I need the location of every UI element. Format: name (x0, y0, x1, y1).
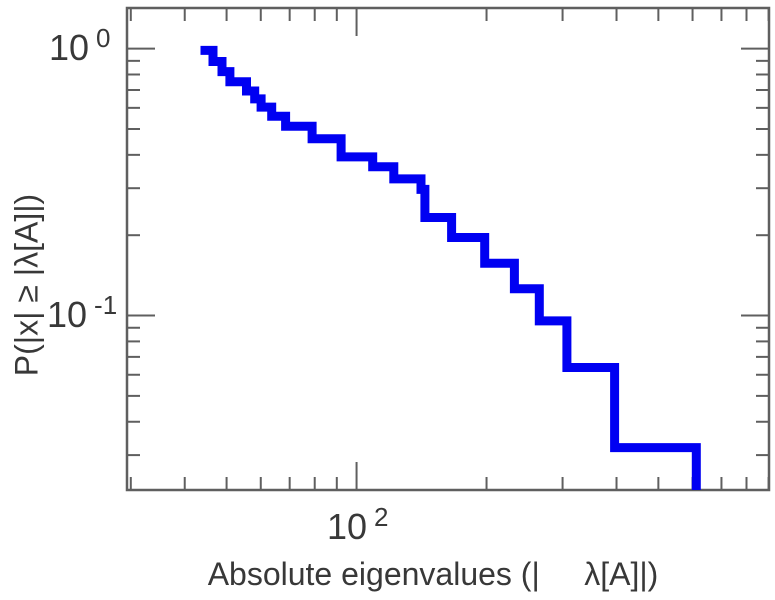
y-axis-tick-label-1: 10 0 (49, 23, 111, 69)
tick-exponent: 0 (96, 23, 111, 53)
ccdf-step-curve (200, 45, 701, 490)
x-axis-title: Absolute eigenvalues (| λ[A]|) (207, 556, 659, 592)
plot-frame (125, 6, 771, 492)
y-axis-tick-label-2: 10 -1 (47, 290, 117, 336)
tick-base: 10 (47, 294, 88, 335)
tick-exponent: -1 (94, 290, 118, 320)
tick-exponent: 2 (374, 502, 389, 532)
y-axis-title: P(|x| ≥ |λ[A]|) (8, 193, 45, 377)
tick-base: 10 (327, 506, 368, 547)
x-axis-tick-label: 10 2 (327, 502, 389, 548)
tick-base: 10 (49, 27, 90, 68)
